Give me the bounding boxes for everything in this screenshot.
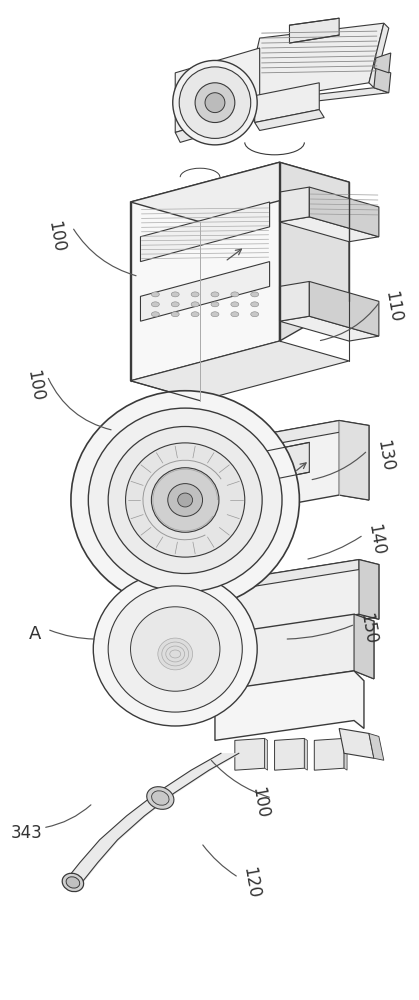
Ellipse shape [231,312,239,317]
Text: 110: 110 [381,289,404,323]
Ellipse shape [251,312,259,317]
Ellipse shape [191,302,199,307]
Text: 100: 100 [23,369,46,403]
Polygon shape [131,162,279,381]
Ellipse shape [158,638,193,670]
Ellipse shape [71,391,300,609]
Polygon shape [131,162,349,222]
Ellipse shape [191,312,199,317]
Ellipse shape [108,426,262,574]
Ellipse shape [151,312,159,317]
Polygon shape [304,738,308,770]
Ellipse shape [231,302,239,307]
Ellipse shape [151,292,159,297]
Text: 150: 150 [356,612,379,646]
Ellipse shape [162,642,189,666]
Text: 343: 343 [10,824,42,842]
Polygon shape [245,23,384,103]
Polygon shape [220,442,309,490]
Ellipse shape [168,484,202,516]
Polygon shape [374,53,391,73]
Polygon shape [235,560,359,589]
Ellipse shape [211,312,219,317]
Polygon shape [235,560,379,634]
Text: 130: 130 [372,438,396,472]
Polygon shape [230,421,369,515]
Polygon shape [255,83,319,123]
Ellipse shape [205,93,225,113]
Polygon shape [230,421,349,450]
Polygon shape [369,23,389,88]
Ellipse shape [93,572,257,726]
Ellipse shape [66,877,80,888]
Polygon shape [131,341,349,401]
Polygon shape [309,281,379,336]
Ellipse shape [171,302,179,307]
Polygon shape [374,68,391,93]
Polygon shape [279,187,309,222]
Polygon shape [279,316,379,341]
Ellipse shape [179,67,251,138]
Polygon shape [235,738,265,770]
Polygon shape [175,48,260,132]
Text: 120: 120 [240,865,263,900]
Ellipse shape [171,312,179,317]
Ellipse shape [108,586,242,712]
Polygon shape [290,18,339,43]
Ellipse shape [151,302,159,307]
Text: 100: 100 [248,786,271,820]
Ellipse shape [191,292,199,297]
Polygon shape [369,733,384,760]
Polygon shape [339,728,374,758]
Ellipse shape [195,83,235,123]
Polygon shape [140,202,269,262]
Polygon shape [314,738,344,770]
Ellipse shape [231,292,239,297]
Polygon shape [279,281,309,321]
Ellipse shape [62,873,84,892]
Ellipse shape [170,650,181,658]
Polygon shape [359,560,379,619]
Polygon shape [265,738,268,770]
Ellipse shape [88,408,282,592]
Polygon shape [309,187,379,237]
Ellipse shape [151,468,219,532]
Polygon shape [245,88,389,108]
Polygon shape [220,614,374,691]
Ellipse shape [152,791,169,805]
Text: 140: 140 [365,523,388,557]
Polygon shape [274,738,304,770]
Polygon shape [354,614,374,679]
Polygon shape [279,217,379,242]
Polygon shape [215,671,364,740]
Polygon shape [344,738,347,770]
Ellipse shape [173,60,257,145]
Ellipse shape [131,607,220,691]
Ellipse shape [126,443,245,557]
Polygon shape [175,108,265,142]
Polygon shape [140,262,269,321]
Ellipse shape [171,292,179,297]
Ellipse shape [211,292,219,297]
Ellipse shape [178,493,193,507]
Polygon shape [279,162,349,341]
Ellipse shape [251,302,259,307]
Polygon shape [339,421,369,500]
Ellipse shape [147,787,174,809]
Ellipse shape [211,302,219,307]
Polygon shape [255,110,324,130]
Ellipse shape [251,292,259,297]
Text: 100: 100 [44,220,67,254]
Text: A: A [28,625,41,643]
Ellipse shape [166,646,185,662]
